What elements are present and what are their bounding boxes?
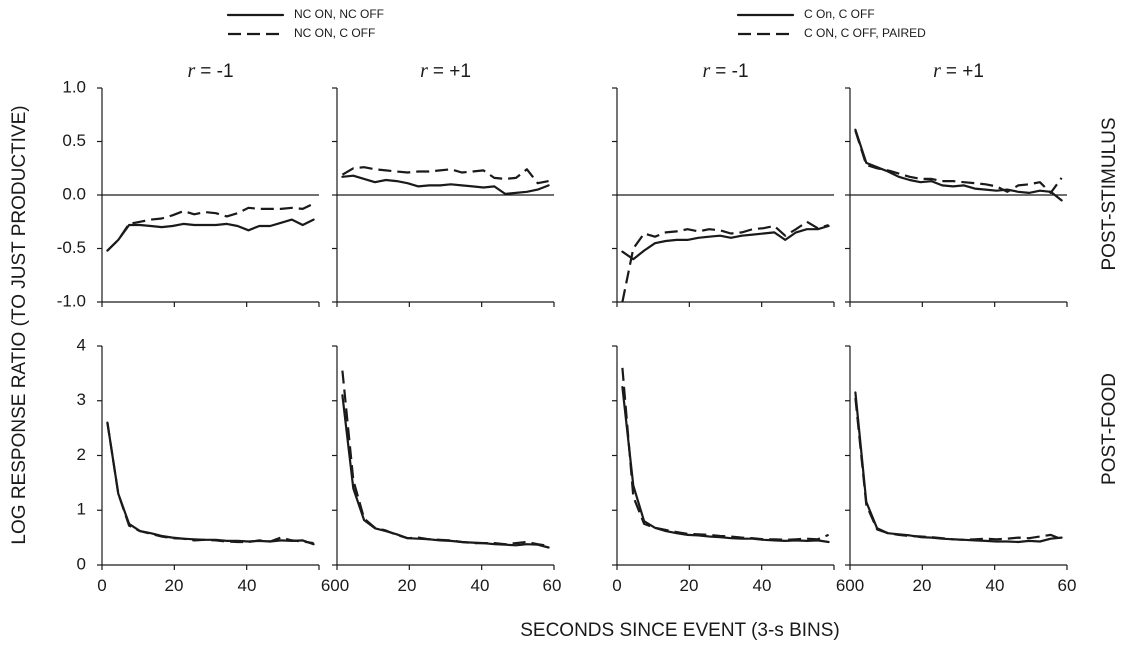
series-line-solid	[621, 224, 830, 261]
series-line-dashed	[621, 367, 830, 541]
legend-1: NC ON, NC OFF NC ON, C OFF	[226, 7, 384, 40]
panel-title-value: = -1	[715, 61, 748, 82]
panel-title: r = +1	[420, 60, 471, 82]
x-tick-label: 20	[398, 576, 417, 595]
series-line-dashed	[106, 422, 314, 545]
y-tick-label: -0.5	[57, 238, 86, 257]
x-tick-label: 0	[612, 576, 621, 595]
series-line-solid	[621, 386, 830, 544]
panel-post-stimulus-group2-r-minus1	[612, 87, 835, 307]
legend-2: C On, C OFF C ON, C OFF, PAIRED	[736, 7, 926, 40]
panel-post-stimulus-group2-r-plus1	[845, 87, 1068, 307]
x-tick-label: 20	[913, 576, 932, 595]
x-tick-label: 600	[321, 576, 349, 595]
y-axis-label: LOG RESPONSE RATIO (TO JUST PRODUCTIVE)	[9, 105, 30, 544]
x-tick-label: 40	[471, 576, 490, 595]
y-tick-label: 4	[77, 335, 86, 354]
series-line-solid	[341, 174, 550, 195]
panel-title: r = +1	[933, 60, 984, 82]
y-tick-label: 0.0	[62, 184, 86, 203]
x-tick-label: 60	[1058, 576, 1077, 595]
panel-post-food-group2-r-plus1	[845, 345, 1068, 570]
y-tick-label: -1.0	[57, 291, 86, 310]
y-tick-label: 3	[77, 390, 86, 409]
panel-title-variable: r	[933, 60, 946, 82]
row-label-post-stimulus: POST-STIMULUS	[1099, 117, 1120, 270]
y-tick-label: 0.5	[62, 131, 86, 150]
series-line-dashed	[621, 220, 829, 303]
y-tick-label: 1.0	[62, 77, 86, 96]
panel-title-value: = +1	[433, 61, 471, 82]
x-tick-label: 60	[543, 576, 562, 595]
series-line-solid	[106, 218, 315, 252]
panel-title: r = -1	[187, 60, 233, 82]
panel-title-value: = -1	[200, 61, 233, 82]
series-line-dashed	[106, 202, 315, 252]
series-line-dashed	[341, 166, 549, 185]
panel-post-food-group2-r-minus1	[612, 345, 835, 570]
row-label-post-food: POST-FOOD	[1099, 373, 1120, 485]
panel-titles: r = -1 r = +1 r = -1 r = +1	[187, 60, 983, 82]
series-line-dashed	[854, 130, 1063, 194]
x-tick-label: 40	[753, 576, 772, 595]
x-tick-label: 0	[97, 576, 106, 595]
y-tick-label: 2	[77, 445, 86, 464]
legend-label: C ON, C OFF, PAIRED	[804, 26, 926, 40]
x-axis-label: SECONDS SINCE EVENT (3-s BINS)	[520, 620, 840, 641]
legend-label: NC ON, NC OFF	[294, 7, 384, 21]
y-tick-label: 1	[77, 500, 86, 519]
x-tick-label: 600	[836, 576, 864, 595]
panel-title: r = -1	[702, 60, 748, 82]
series-line-dashed	[854, 397, 1063, 541]
panel-title-variable: r	[702, 60, 715, 82]
x-tick-label: 20	[680, 576, 699, 595]
series-line-solid	[854, 128, 1063, 202]
panel-post-stimulus-group1-r-minus1	[97, 87, 320, 307]
legend-label: NC ON, C OFF	[294, 26, 375, 40]
legend-area: NC ON, NC OFF NC ON, C OFF C On, C OFF C ON…	[226, 7, 926, 40]
panel-post-food-group1-r-plus1	[332, 345, 555, 570]
x-tick-label: 40	[238, 576, 257, 595]
panel-grid	[97, 87, 1068, 570]
x-tick-label: 20	[165, 576, 184, 595]
panel-post-stimulus-group1-r-plus1	[332, 87, 555, 307]
series-line-solid	[106, 421, 315, 546]
panel-title-variable: r	[420, 60, 433, 82]
panel-title-variable: r	[187, 60, 200, 82]
panel-title-value: = +1	[946, 61, 984, 82]
series-line-solid	[341, 394, 550, 549]
series-line-solid	[854, 391, 1063, 544]
panel-post-food-group1-r-minus1	[97, 345, 320, 570]
legend-label: C On, C OFF	[804, 7, 875, 21]
series-line-dashed	[341, 370, 549, 547]
x-tick-label: 40	[986, 576, 1005, 595]
y-tick-label: 0	[77, 554, 86, 573]
